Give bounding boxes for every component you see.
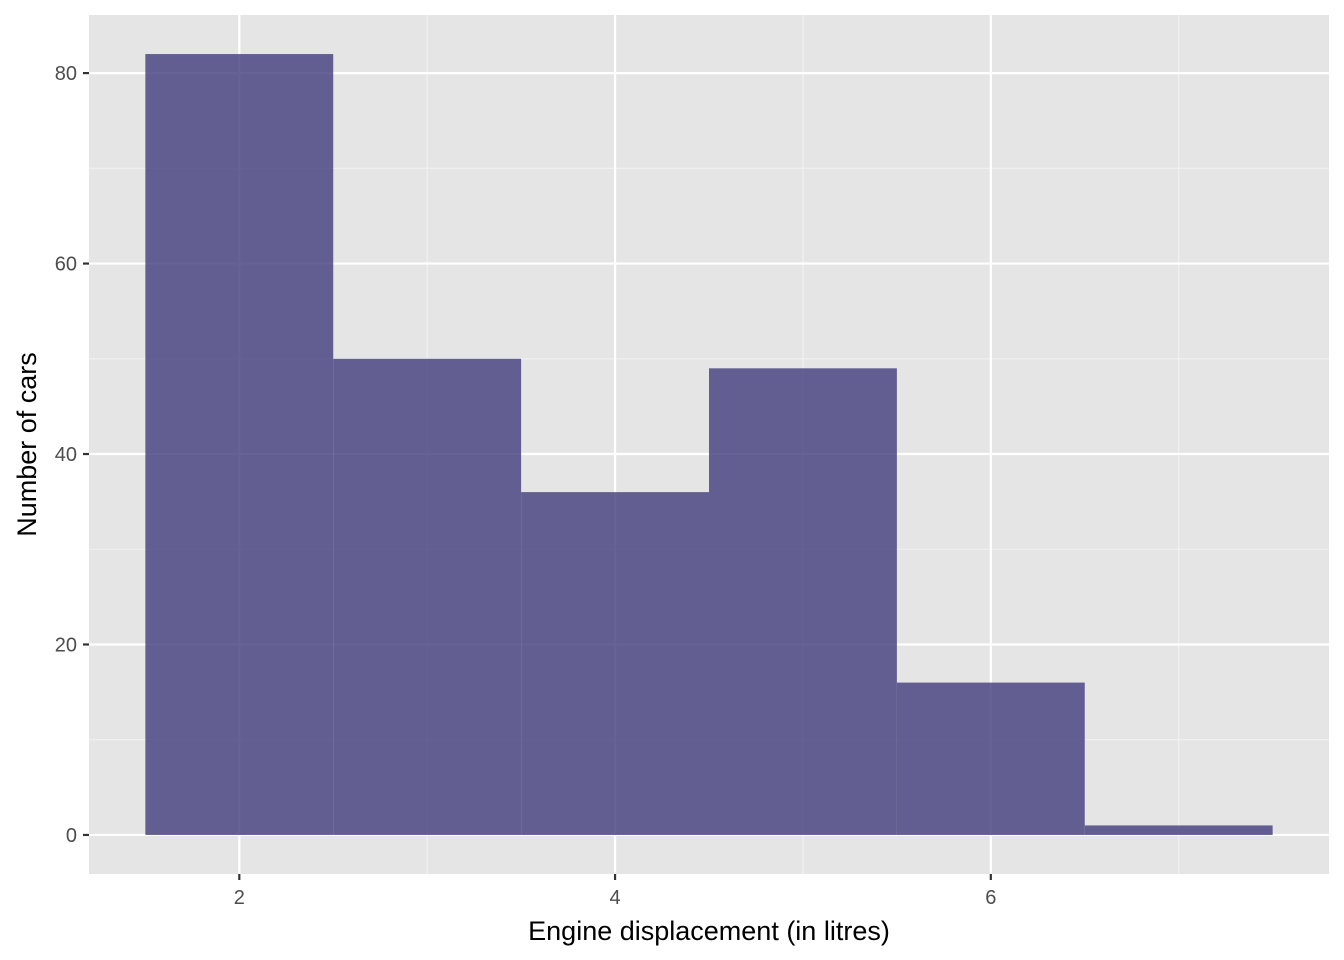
histogram-bar (333, 358, 522, 835)
histogram-bar (521, 492, 709, 835)
x-axis: 2 4 6 (234, 874, 996, 909)
y-tick-label: 40 (55, 444, 77, 466)
histogram-bar (1084, 825, 1273, 835)
x-tick-label: 6 (985, 887, 996, 909)
y-tick-label: 0 (66, 825, 77, 847)
x-axis-title: Engine displacement (in litres) (528, 916, 890, 946)
histogram-bar (709, 368, 897, 835)
y-tick-label: 20 (55, 634, 77, 656)
histogram-bar (145, 54, 334, 835)
y-axis-title: Number of cars (12, 352, 42, 537)
histogram-bar (896, 682, 1085, 835)
x-tick-label: 2 (234, 887, 245, 909)
y-tick-label: 80 (55, 63, 77, 85)
y-tick-label: 60 (55, 254, 77, 276)
histogram-bars (145, 54, 1273, 835)
x-tick-label: 4 (609, 887, 620, 909)
y-axis: 0 20 40 60 80 (55, 63, 89, 847)
